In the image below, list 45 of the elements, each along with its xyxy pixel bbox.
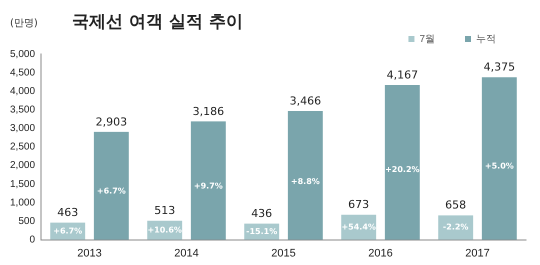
legend-label: 누적 [476,34,496,45]
chart-title: 국제선 여객 실적 추이 [72,11,243,33]
bar [94,132,129,240]
bar [482,77,517,240]
y-tick-label: 2,500 [10,142,36,153]
x-tick-label: 2013 [77,247,102,260]
x-tick-label: 2016 [368,247,393,260]
bar [190,121,226,240]
y-tick-label: 3,500 [10,104,36,116]
data-label: 436 [251,206,272,220]
data-label: 3,186 [192,104,224,118]
annotation: +5.0% [484,162,514,171]
bar [288,111,323,240]
data-label: 3,466 [290,94,322,108]
data-label: 4,375 [484,60,516,74]
annotation: +9.7% [194,182,223,191]
y-tick-label: 4,000 [10,86,36,97]
annotation: +6.7% [96,186,126,196]
data-label: 658 [445,198,466,212]
x-tick-label: 2017 [465,247,490,260]
y-tick-label: 2,000 [10,160,36,172]
annotation: +6.7% [53,226,82,236]
y-tick-label: 4,500 [10,67,36,78]
data-label: 4,167 [386,68,418,82]
data-label: 2,903 [96,115,128,128]
x-tick-label: 2014 [174,247,199,260]
data-label: 463 [57,206,78,219]
y-tick-label: 1,500 [10,178,36,190]
annotation: +8.8% [290,176,320,186]
y-tick-label: 5,000 [10,48,36,60]
annotation: -15.1% [246,226,278,236]
y-tick-label: 3,000 [10,123,36,134]
y-axis-title: (만명) [10,17,38,30]
annotation: +54.4% [341,222,376,232]
annotation: +20.2% [385,165,420,174]
y-tick-label: 1,000 [10,197,36,208]
y-tick-label: 0 [29,234,36,246]
annotation: +10.6% [147,225,182,234]
bar [384,84,420,240]
y-tick-label: 500 [18,216,36,227]
data-label: 673 [348,198,370,212]
legend-label: 7월 [419,34,435,45]
annotation: -2.2% [442,222,468,232]
data-label: 513 [154,204,176,218]
x-tick-label: 2015 [271,247,296,260]
